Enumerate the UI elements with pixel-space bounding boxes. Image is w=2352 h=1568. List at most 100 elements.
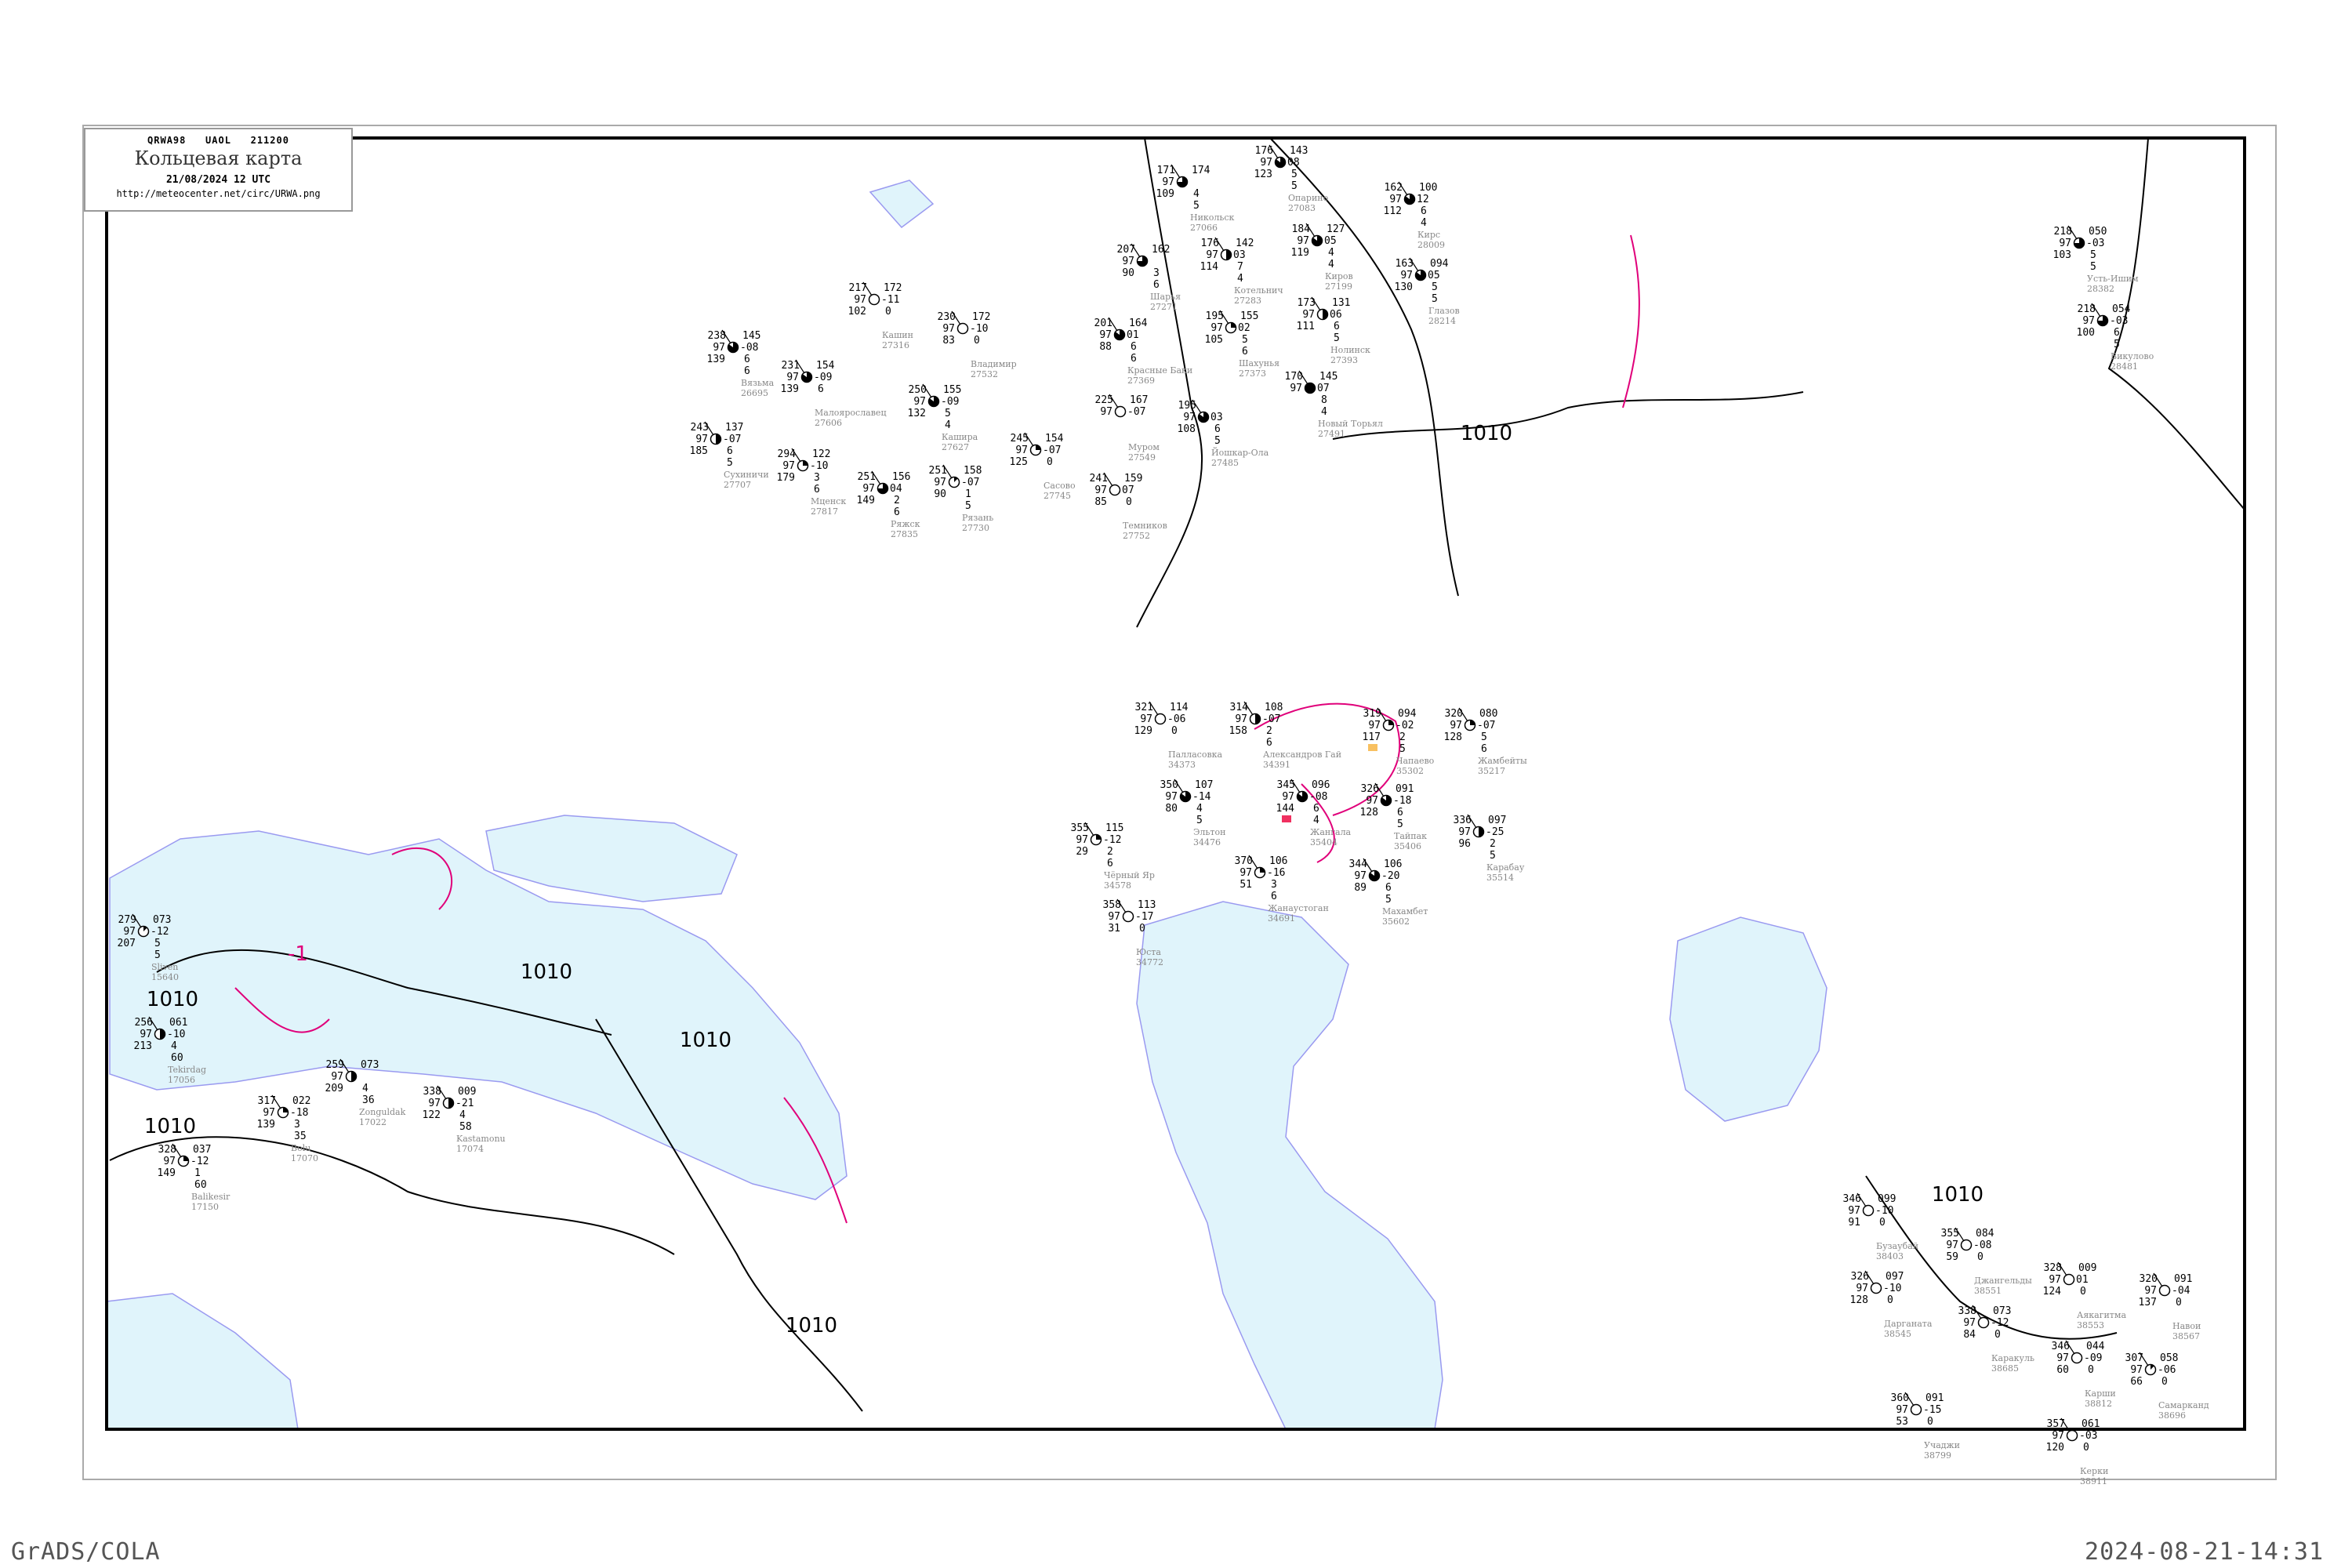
station-value: 6: [1313, 803, 1319, 815]
station-value: 350: [1160, 779, 1178, 791]
station-value: 97: [331, 1071, 343, 1083]
station-value: 4: [1321, 406, 1327, 418]
station-id: 17070: [291, 1153, 318, 1163]
station-value: 66: [2130, 1376, 2143, 1388]
wind-barb-icon: [1269, 144, 1279, 159]
map-title: Кольцевая карта: [134, 147, 303, 169]
station-name: Мценск: [811, 496, 846, 506]
aral-sea: [1669, 916, 1828, 1122]
station-value: 6: [1271, 891, 1277, 902]
station-value: 07: [1122, 485, 1134, 496]
station-id: 35404: [1310, 837, 1338, 848]
station-value: 7: [1237, 261, 1243, 273]
station-id: 27491: [1318, 429, 1345, 439]
isallobar-line: [1254, 702, 1401, 816]
station-name: Палласовка: [1168, 750, 1223, 760]
station-value: 97: [1122, 256, 1134, 267]
station-value: 120: [2046, 1442, 2064, 1454]
station-value: 5: [1490, 850, 1496, 862]
station-id: 27369: [1127, 376, 1155, 386]
station-value: 123: [1254, 169, 1272, 180]
cloud-cover-icon: [2158, 1284, 2171, 1297]
station-value: 091: [2174, 1273, 2192, 1285]
station-value: 5: [965, 500, 971, 512]
station-id: 27199: [1325, 281, 1352, 292]
station-name: Эльтон: [1193, 827, 1225, 837]
station-id: 34391: [1263, 760, 1290, 770]
cloud-cover-icon: [1154, 713, 1167, 725]
wind-barb-icon: [2060, 1417, 2071, 1432]
station-name: Sliven: [151, 962, 178, 972]
station-value: -09: [2084, 1352, 2102, 1364]
station-value: 132: [908, 408, 926, 419]
station-value: 073: [361, 1059, 379, 1071]
station-value: 97: [942, 323, 955, 335]
station-value: 97: [862, 483, 875, 495]
wind-barb-icon: [1192, 399, 1202, 414]
station-id: 38567: [2172, 1331, 2200, 1341]
wind-barb-icon: [795, 359, 805, 374]
isobar-line: [2107, 137, 2245, 510]
station-value: 0: [885, 306, 891, 318]
station-value: 155: [1240, 310, 1258, 322]
station-id: 27752: [1123, 531, 1150, 541]
station-value: 97: [1368, 720, 1381, 731]
station-value: 4: [1328, 247, 1334, 259]
